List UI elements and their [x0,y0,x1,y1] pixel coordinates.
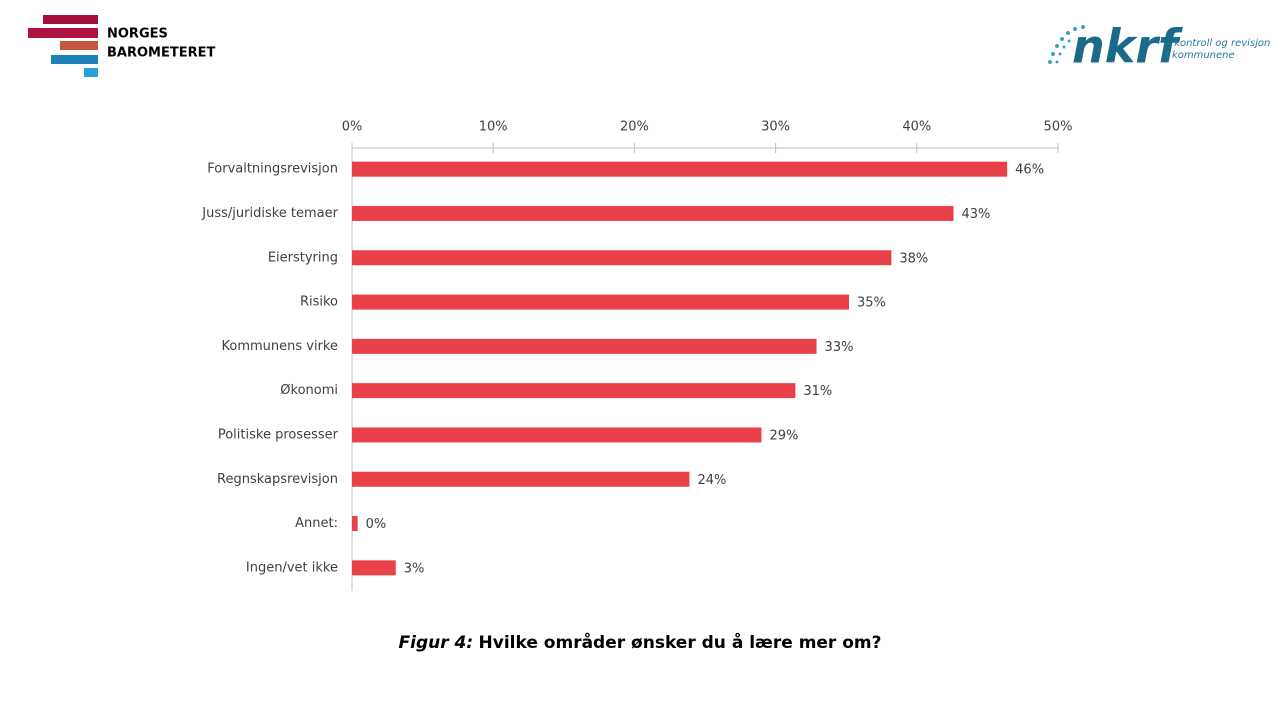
y-tick-label: Kommunens virke [222,339,339,354]
y-tick-label: Forvaltningsrevisjon [207,162,338,177]
y-tick-label: Økonomi [280,383,338,398]
y-tick-label: Risiko [300,295,338,310]
data-label: 35% [857,296,886,311]
data-label: 24% [697,473,726,488]
bar [352,161,1008,177]
logo-stripe [28,28,98,38]
bar [352,205,954,221]
logo-left: NORGES BAROMETERET [28,15,215,77]
logo-tagline: – kontroll og revisjon [1166,38,1270,49]
x-tick-label: 0% [342,120,363,135]
data-label: 33% [825,340,854,355]
bar [352,294,850,310]
logo-tagline: i kommunene [1166,50,1235,61]
bar [352,383,796,399]
logo-text: BAROMETERET [107,46,215,61]
bar [352,560,396,576]
logo-dots [1048,25,1085,64]
x-tick-label: 20% [620,120,649,135]
y-tick-label: Politiske prosesser [218,427,339,442]
caption-label: Figur 4: [399,633,474,653]
data-label: 43% [962,207,991,222]
bar [352,427,762,443]
x-tick-label: 10% [479,120,508,135]
logo-name: nkrf [1072,20,1183,74]
bar [352,516,358,532]
data-label: 0% [366,517,387,532]
y-tick-label: Juss/juridiske temaer [201,206,338,221]
data-label: 3% [404,561,425,576]
data-label: 31% [803,384,832,399]
x-tick-label: 50% [1044,120,1073,135]
logo-stripe [51,55,98,64]
x-tick-label: 40% [902,120,931,135]
y-tick-label: Annet: [295,516,338,531]
logo-stripe [60,41,98,50]
bar [352,250,892,266]
logo-text: NORGES [107,27,168,42]
y-tick-label: Ingen/vet ikke [246,560,338,575]
y-tick-label: Eierstyring [268,250,338,265]
logo-stripe [84,68,98,77]
caption: Figur 4: Hvilke områder ønsker du å lære… [399,631,882,653]
data-label: 46% [1015,163,1044,178]
logo-stripe [43,15,98,24]
bar [352,338,817,354]
data-label: 29% [769,428,798,443]
bar [352,471,690,487]
y-tick-label: Regnskapsrevisjon [217,472,338,487]
x-tick-label: 30% [761,120,790,135]
caption-text: Hvilke områder ønsker du å lære mer om? [479,631,882,653]
logo-right: nkrf – kontroll og revisjon i kommunene [1048,20,1270,74]
data-label: 38% [899,251,928,266]
